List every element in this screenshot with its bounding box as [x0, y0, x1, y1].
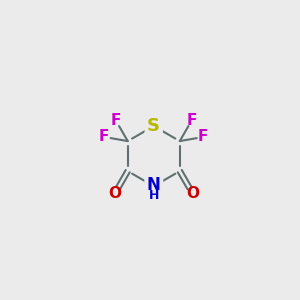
Text: F: F — [99, 130, 110, 145]
Text: N: N — [147, 176, 161, 194]
Text: S: S — [147, 117, 160, 135]
Text: H: H — [148, 189, 159, 203]
Text: F: F — [187, 113, 197, 128]
Text: F: F — [111, 113, 121, 128]
Text: O: O — [186, 186, 199, 201]
Text: O: O — [109, 186, 122, 201]
Text: F: F — [198, 130, 208, 145]
